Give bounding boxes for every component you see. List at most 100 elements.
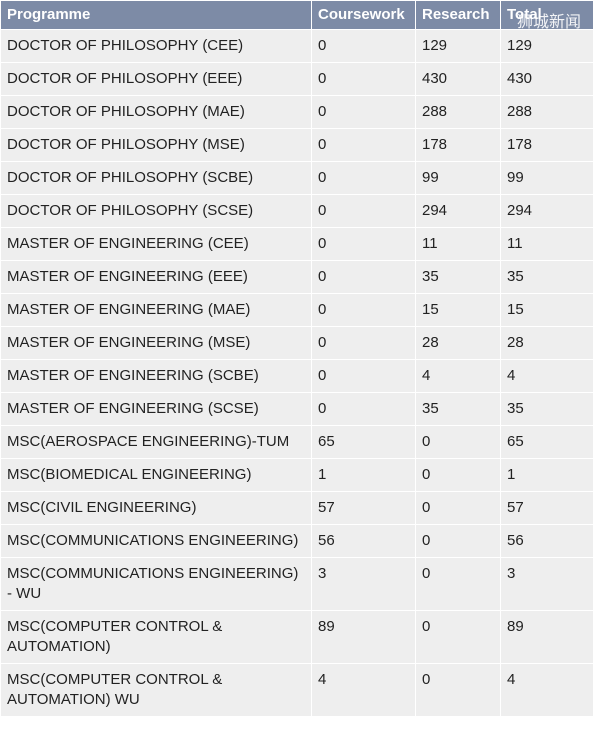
table-cell: DOCTOR OF PHILOSOPHY (MAE) (0, 95, 312, 129)
table-row: MASTER OF ENGINEERING (CEE) 0 11 11 (0, 227, 593, 261)
table-cell: 3 (500, 557, 593, 611)
table-cell: 0 (415, 557, 501, 611)
table-cell: 294 (415, 194, 501, 228)
table-cell: 4 (500, 663, 593, 717)
table-cell: 1 (500, 458, 593, 492)
table-cell: 0 (311, 227, 416, 261)
watermark: 狮城新闻 (516, 12, 581, 31)
header-cell: Total (500, 0, 593, 30)
table-cell: 0 (415, 491, 501, 525)
table-cell: 294 (500, 194, 593, 228)
table-row: DOCTOR OF PHILOSOPHY (EEE) 0 430 430 (0, 62, 593, 96)
table-row: DOCTOR OF PHILOSOPHY (MSE) 0 178 178 (0, 128, 593, 162)
table-cell: 35 (500, 392, 593, 426)
table-cell: 129 (500, 29, 593, 63)
table-cell: MSC(CIVIL ENGINEERING) (0, 491, 312, 525)
table-cell: 0 (311, 128, 416, 162)
table-cell: 15 (500, 293, 593, 327)
table-row: MSC(AEROSPACE ENGINEERING)-TUM 65 0 65 (0, 425, 593, 459)
table-cell: DOCTOR OF PHILOSOPHY (SCSE) (0, 194, 312, 228)
table-cell: MSC(COMMUNICATIONS ENGINEERING) - WU (0, 557, 312, 611)
table-cell: 99 (500, 161, 593, 195)
table-cell: 35 (415, 392, 501, 426)
table-cell: MSC(AEROSPACE ENGINEERING)-TUM (0, 425, 312, 459)
table-row: MSC(COMPUTER CONTROL & AUTOMATION) WU 4 0 4 (0, 663, 593, 717)
table-cell: 35 (415, 260, 501, 294)
table-cell: 99 (415, 161, 501, 195)
table-cell: 0 (311, 326, 416, 360)
table-cell: 11 (500, 227, 593, 261)
table-cell: 178 (415, 128, 501, 162)
table-cell: 430 (500, 62, 593, 96)
table-cell: 4 (500, 359, 593, 393)
table-cell: MSC(COMPUTER CONTROL & AUTOMATION) (0, 610, 312, 664)
table-cell: MSC(BIOMEDICAL ENGINEERING) (0, 458, 312, 492)
table-row: MSC(COMMUNICATIONS ENGINEERING) - WU 3 0 3 (0, 557, 593, 611)
table-row: DOCTOR OF PHILOSOPHY (MAE) 0 288 288 (0, 95, 593, 129)
table-row: MASTER OF ENGINEERING (SCBE) 0 4 4 (0, 359, 593, 393)
table-cell: 11 (415, 227, 501, 261)
table-cell: 178 (500, 128, 593, 162)
table-row: MSC(COMPUTER CONTROL & AUTOMATION) 89 0 89 (0, 610, 593, 664)
table-cell: DOCTOR OF PHILOSOPHY (MSE) (0, 128, 312, 162)
table-cell: 57 (311, 491, 416, 525)
header-cell: Research (415, 0, 501, 30)
table-cell: 89 (311, 610, 416, 664)
table-cell: 15 (415, 293, 501, 327)
table-cell: DOCTOR OF PHILOSOPHY (SCBE) (0, 161, 312, 195)
table-cell: 28 (500, 326, 593, 360)
table-cell: 0 (415, 458, 501, 492)
table-row: DOCTOR OF PHILOSOPHY (SCSE) 0 294 294 (0, 194, 593, 228)
table-cell: 0 (311, 260, 416, 294)
table-cell: 1 (311, 458, 416, 492)
table-cell: MASTER OF ENGINEERING (EEE) (0, 260, 312, 294)
table-cell: 0 (311, 392, 416, 426)
table-cell: 89 (500, 610, 593, 664)
table-cell: DOCTOR OF PHILOSOPHY (CEE) (0, 29, 312, 63)
table-row: MSC(BIOMEDICAL ENGINEERING) 1 0 1 (0, 458, 593, 492)
table-cell: 129 (415, 29, 501, 63)
table-cell: 0 (311, 194, 416, 228)
header-cell: Programme (0, 0, 312, 30)
table-cell: MASTER OF ENGINEERING (MAE) (0, 293, 312, 327)
table-row: MASTER OF ENGINEERING (SCSE) 0 35 35 (0, 392, 593, 426)
table-cell: MSC(COMPUTER CONTROL & AUTOMATION) WU (0, 663, 312, 717)
table-row: DOCTOR OF PHILOSOPHY (SCBE) 0 99 99 (0, 161, 593, 195)
table-cell: 65 (311, 425, 416, 459)
header-row: Programme Coursework Research Total (0, 0, 593, 30)
table-cell: 0 (311, 293, 416, 327)
table-cell: 0 (415, 663, 501, 717)
table-cell: 65 (500, 425, 593, 459)
table-cell: 0 (415, 610, 501, 664)
table-cell: 0 (311, 95, 416, 129)
table-row: MASTER OF ENGINEERING (MAE) 0 15 15 (0, 293, 593, 327)
table-cell: 0 (311, 161, 416, 195)
table-cell: 0 (311, 62, 416, 96)
header-cell: Coursework (311, 0, 416, 30)
table-cell: 35 (500, 260, 593, 294)
table-cell: DOCTOR OF PHILOSOPHY (EEE) (0, 62, 312, 96)
table-row: MASTER OF ENGINEERING (MSE) 0 28 28 (0, 326, 593, 360)
table-cell: MASTER OF ENGINEERING (SCBE) (0, 359, 312, 393)
table-cell: 0 (311, 29, 416, 63)
table-row: MSC(COMMUNICATIONS ENGINEERING) 56 0 56 (0, 524, 593, 558)
table-cell: MASTER OF ENGINEERING (MSE) (0, 326, 312, 360)
table-cell: 0 (311, 359, 416, 393)
table-cell: 56 (500, 524, 593, 558)
table-cell: 57 (500, 491, 593, 525)
table-cell: 288 (500, 95, 593, 129)
table-cell: 0 (415, 425, 501, 459)
table-cell: 28 (415, 326, 501, 360)
table-cell: MSC(COMMUNICATIONS ENGINEERING) (0, 524, 312, 558)
table-cell: 3 (311, 557, 416, 611)
enrolment-table: Programme Coursework Research Total DOCTOR … (0, 0, 593, 717)
table-body: DOCTOR OF PHILOSOPHY (CEE) 0 129 129 DOCTOR … (0, 29, 593, 717)
table-row: MASTER OF ENGINEERING (EEE) 0 35 35 (0, 260, 593, 294)
table-cell: 4 (415, 359, 501, 393)
table-cell: 0 (415, 524, 501, 558)
table-cell: MASTER OF ENGINEERING (CEE) (0, 227, 312, 261)
table-cell: MASTER OF ENGINEERING (SCSE) (0, 392, 312, 426)
table-row: DOCTOR OF PHILOSOPHY (CEE) 0 129 129 (0, 29, 593, 63)
table-row: MSC(CIVIL ENGINEERING) 57 0 57 (0, 491, 593, 525)
